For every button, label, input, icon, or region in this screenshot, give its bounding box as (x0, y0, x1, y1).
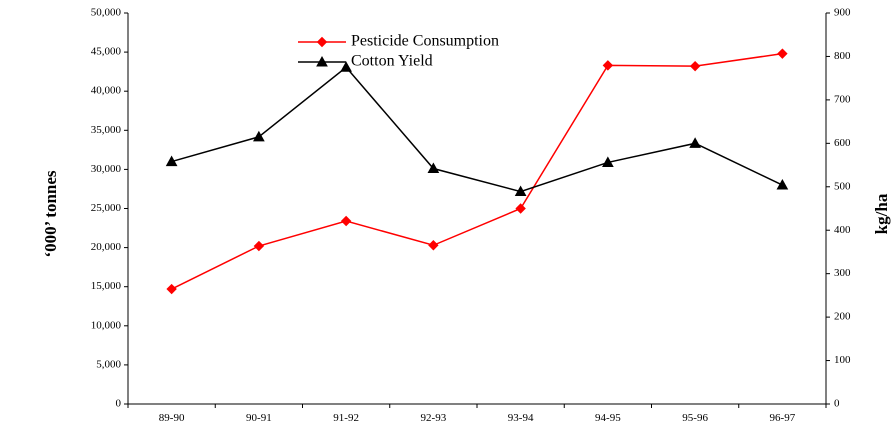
right-tick-label: 0 (834, 398, 840, 410)
right-axis-ticks: 0 100 200 300 400 500 600 700 800 900 (826, 7, 851, 410)
legend: Pesticide Consumption Cotton Yield (298, 33, 499, 70)
series-line (172, 54, 783, 289)
left-axis-ticks: 0 5,000 10,000 15,000 20,000 25,000 30,000 35,0… (91, 7, 128, 410)
left-tick-label: 50,000 (91, 7, 122, 19)
diamond-marker (429, 241, 438, 250)
x-tick-label: 92-93 (421, 412, 447, 424)
left-tick-label: 20,000 (91, 241, 122, 253)
legend-label: Cotton Yield (351, 53, 433, 70)
diamond-marker (342, 217, 351, 226)
left-tick-label: 45,000 (91, 46, 122, 58)
right-tick-label: 200 (834, 311, 851, 323)
diamond-marker (778, 49, 787, 58)
left-tick-label: 40,000 (91, 85, 122, 97)
series-line (172, 67, 783, 191)
diamond-marker (691, 62, 700, 71)
right-tick-label: 300 (834, 267, 851, 279)
legend-entry: Pesticide Consumption (298, 33, 499, 50)
x-tick-label: 91-92 (333, 412, 359, 424)
x-tick-label: 89-90 (159, 412, 185, 424)
triangle-marker (341, 62, 351, 71)
legend-label: Pesticide Consumption (351, 33, 499, 50)
left-axis-title: ‘000’ tonnes (41, 170, 60, 257)
series-layer (167, 49, 788, 293)
x-tick-label: 90-91 (246, 412, 272, 424)
series-2 (167, 62, 788, 195)
x-tick-label: 95-96 (682, 412, 708, 424)
right-tick-label: 600 (834, 137, 851, 149)
right-axis-title: kg/ha (872, 193, 891, 234)
x-tick-label: 93-94 (508, 412, 534, 424)
right-tick-label: 500 (834, 180, 851, 192)
left-tick-label: 35,000 (91, 124, 122, 136)
left-tick-label: 0 (116, 398, 122, 410)
x-tick-label: 94-95 (595, 412, 621, 424)
legend-entry: Cotton Yield (298, 53, 433, 70)
left-tick-label: 25,000 (91, 202, 122, 214)
right-tick-label: 900 (834, 7, 851, 19)
triangle-marker (690, 138, 700, 147)
right-tick-label: 700 (834, 93, 851, 105)
series-1 (167, 49, 787, 293)
x-tick-label: 96-97 (770, 412, 796, 424)
x-axis-ticks: 89-90 90-91 91-92 92-93 93-94 94-95 95-96 96-97 (128, 404, 826, 424)
left-tick-label: 10,000 (91, 319, 122, 331)
diamond-marker (254, 242, 263, 251)
diamond-marker (318, 38, 327, 47)
right-tick-label: 400 (834, 224, 851, 236)
right-tick-label: 800 (834, 50, 851, 62)
triangle-marker (777, 180, 787, 189)
diamond-marker (516, 204, 525, 213)
chart-axes (128, 13, 826, 404)
left-tick-label: 15,000 (91, 280, 122, 292)
left-tick-label: 5,000 (96, 358, 121, 370)
right-tick-label: 100 (834, 354, 851, 366)
diamond-marker (167, 285, 176, 294)
diamond-marker (603, 61, 612, 70)
left-tick-label: 30,000 (91, 163, 122, 175)
